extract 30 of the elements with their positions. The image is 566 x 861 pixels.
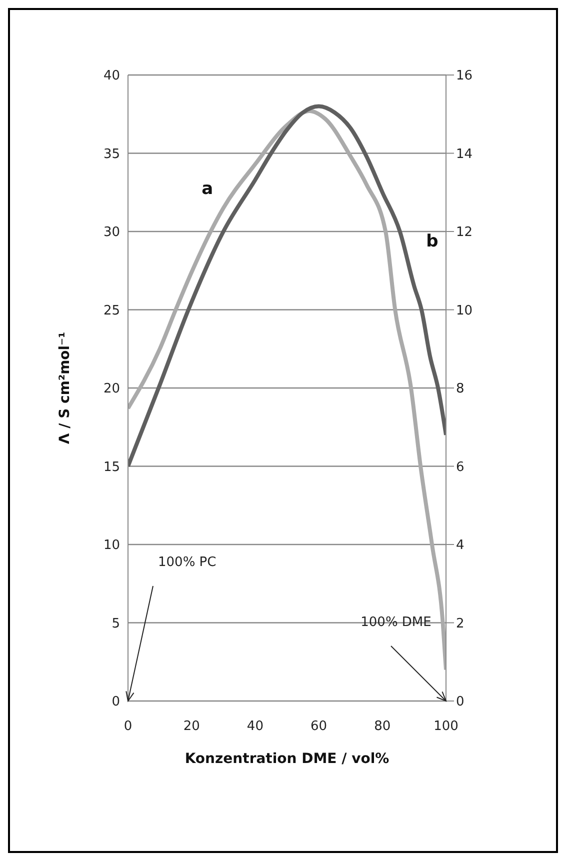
y2-tick-label: 8 (456, 382, 464, 397)
y-tick-label: 15 (103, 460, 120, 475)
y-axis-title: Λ / S cm²mol⁻¹ (56, 332, 73, 444)
x-tick-label: 60 (310, 719, 328, 734)
x-tick-label: 100 (434, 719, 458, 734)
x-axis-title: Konzentration DME / vol% (184, 751, 390, 767)
x-tick-label: 20 (183, 719, 200, 734)
x-tick-label: 0 (124, 719, 132, 734)
y2-tick-label: 4 (456, 538, 464, 554)
y-tick-label: 40 (103, 68, 120, 84)
y2-tick-label: 12 (456, 225, 473, 240)
y2-tick-label: 10 (456, 303, 473, 318)
y2-tick-label: 14 (456, 146, 473, 162)
x-tick-label: 80 (374, 719, 391, 734)
x-tick-label: 40 (246, 719, 264, 734)
y-tick-label: 0 (112, 694, 120, 710)
y-tick-label: 5 (112, 616, 120, 632)
series-label: b (426, 231, 438, 252)
y2-tick-label: 6 (456, 460, 464, 475)
y-tick-label: 30 (103, 225, 120, 240)
y-tick-label: 20 (103, 382, 120, 397)
y2-tick-label: 16 (456, 68, 473, 84)
annotation: 100% PC (158, 555, 216, 570)
y2-tick-label: 2 (456, 616, 464, 632)
y-tick-label: 25 (103, 303, 120, 318)
y-tick-label: 10 (103, 538, 120, 554)
y2-tick-label: 0 (456, 694, 464, 710)
series-label: a (202, 179, 214, 200)
annotation: 100% DME (360, 615, 432, 630)
y-tick-label: 35 (103, 146, 120, 162)
